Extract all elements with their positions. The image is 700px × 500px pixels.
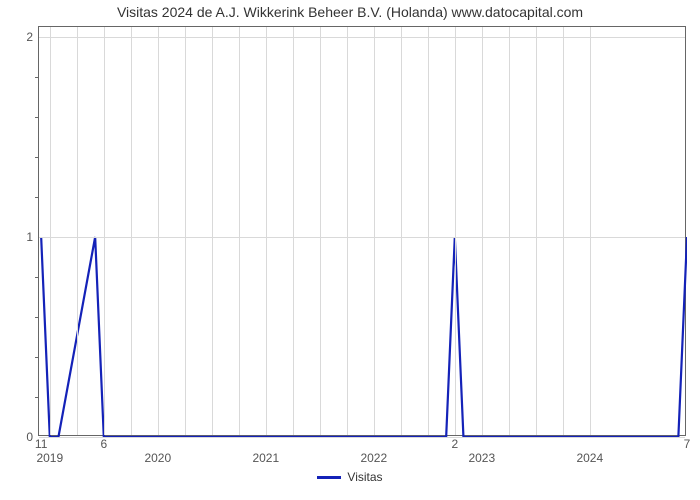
x-axis-tick-label: 2019: [36, 451, 63, 465]
data-point-label: 6: [100, 437, 107, 451]
x-axis-tick-label: 2023: [468, 451, 495, 465]
gridline-vertical: [293, 27, 294, 435]
gridline-vertical: [131, 27, 132, 435]
gridline-horizontal: [39, 437, 685, 438]
gridline-vertical: [185, 27, 186, 435]
y-axis-minor-tick: [35, 117, 39, 118]
gridline-vertical: [347, 27, 348, 435]
data-point-label: 7: [684, 437, 691, 451]
y-axis-tick-label: 1: [26, 230, 33, 244]
gridline-vertical: [428, 27, 429, 435]
gridline-vertical: [590, 27, 591, 435]
chart-title: Visitas 2024 de A.J. Wikkerink Beheer B.…: [0, 4, 700, 20]
y-axis-minor-tick: [35, 197, 39, 198]
y-axis-tick-label: 2: [26, 30, 33, 44]
gridline-vertical: [320, 27, 321, 435]
gridline-vertical: [536, 27, 537, 435]
legend-swatch: [317, 476, 341, 479]
legend: Visitas: [0, 470, 700, 484]
plot-area: 01220192020202120222023202411627: [38, 26, 686, 436]
y-axis-tick-label: 0: [26, 430, 33, 444]
gridline-vertical: [563, 27, 564, 435]
gridline-vertical: [374, 27, 375, 435]
gridline-vertical: [239, 27, 240, 435]
gridline-vertical: [455, 27, 456, 435]
data-point-label: 2: [451, 437, 458, 451]
y-axis-minor-tick: [35, 157, 39, 158]
x-axis-tick-label: 2024: [576, 451, 603, 465]
x-axis-tick-label: 2021: [252, 451, 279, 465]
y-axis-minor-tick: [35, 317, 39, 318]
gridline-vertical: [104, 27, 105, 435]
x-axis-tick-label: 2022: [360, 451, 387, 465]
gridline-vertical: [158, 27, 159, 435]
y-axis-minor-tick: [35, 277, 39, 278]
gridline-vertical: [266, 27, 267, 435]
gridline-horizontal: [39, 37, 685, 38]
x-axis-tick-label: 2020: [144, 451, 171, 465]
legend-label: Visitas: [347, 470, 382, 484]
gridline-vertical: [77, 27, 78, 435]
data-point-label: 11: [35, 437, 47, 451]
chart-container: Visitas 2024 de A.J. Wikkerink Beheer B.…: [0, 0, 700, 500]
gridline-vertical: [401, 27, 402, 435]
gridline-horizontal: [39, 237, 685, 238]
gridline-vertical: [509, 27, 510, 435]
gridline-vertical: [50, 27, 51, 435]
gridline-vertical: [482, 27, 483, 435]
y-axis-minor-tick: [35, 397, 39, 398]
y-axis-minor-tick: [35, 357, 39, 358]
gridline-vertical: [212, 27, 213, 435]
y-axis-minor-tick: [35, 77, 39, 78]
